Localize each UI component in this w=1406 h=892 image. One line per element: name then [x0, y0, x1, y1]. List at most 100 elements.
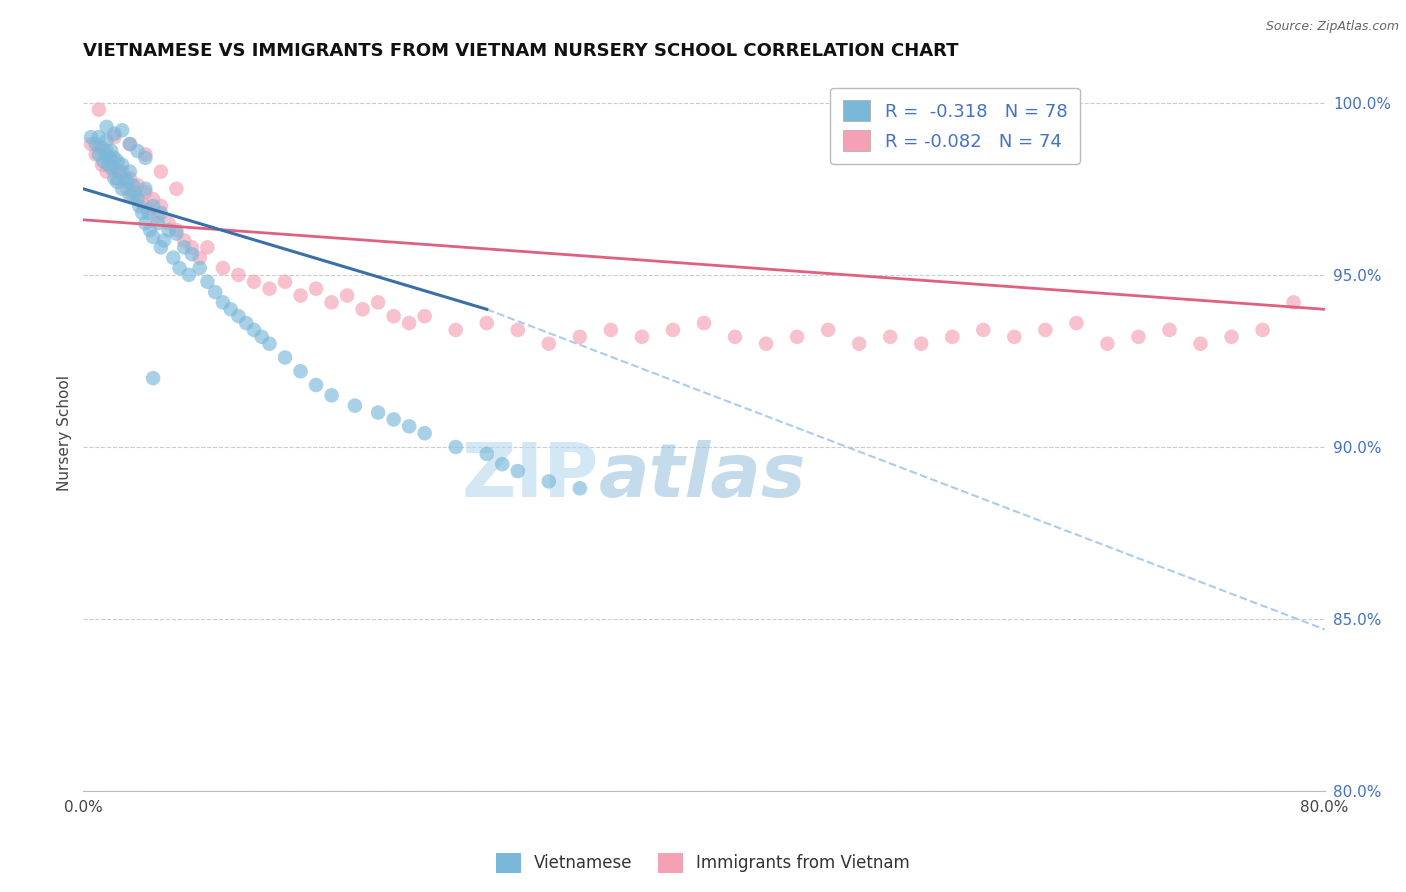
Point [157, 223, 180, 237]
Point [153, 234, 176, 248]
Point [1251, 323, 1274, 337]
Point [115, 175, 138, 189]
Point [475, 447, 498, 461]
Point [212, 260, 235, 275]
Point [134, 186, 156, 200]
Point [142, 371, 165, 385]
Point [87, 130, 110, 145]
Point [925, 103, 948, 117]
Point [274, 275, 297, 289]
Point [138, 206, 160, 220]
Point [305, 378, 328, 392]
Point [212, 295, 235, 310]
Point [1159, 323, 1181, 337]
Point [879, 330, 901, 344]
Point [972, 323, 994, 337]
Point [398, 419, 420, 434]
Point [910, 336, 932, 351]
Point [149, 206, 172, 220]
Point [786, 330, 808, 344]
Point [755, 336, 778, 351]
Point [131, 195, 153, 210]
Point [100, 154, 122, 169]
Text: atlas: atlas [599, 440, 806, 513]
Point [118, 171, 141, 186]
Point [87, 103, 110, 117]
Point [382, 309, 405, 323]
Point [111, 182, 134, 196]
Legend: R =  -0.318   N = 78, R = -0.082   N = 74: R = -0.318 N = 78, R = -0.082 N = 74 [831, 87, 1080, 164]
Point [444, 323, 467, 337]
Point [1097, 336, 1119, 351]
Point [118, 188, 141, 202]
Point [693, 316, 716, 330]
Point [321, 295, 343, 310]
Point [93, 154, 115, 169]
Point [90, 158, 112, 172]
Point [118, 136, 141, 151]
Point [662, 323, 685, 337]
Point [259, 336, 281, 351]
Point [96, 144, 118, 158]
Point [1033, 323, 1056, 337]
Point [80, 130, 103, 145]
Point [173, 240, 195, 254]
Point [96, 147, 118, 161]
Point [243, 275, 266, 289]
Point [235, 316, 257, 330]
Point [90, 140, 112, 154]
Point [724, 330, 747, 344]
Point [599, 323, 621, 337]
Point [352, 302, 374, 317]
Point [817, 323, 839, 337]
Point [506, 323, 529, 337]
Point [1002, 330, 1025, 344]
Point [506, 464, 529, 478]
Point [124, 186, 146, 200]
Point [118, 136, 141, 151]
Point [165, 223, 187, 237]
Point [228, 309, 250, 323]
Point [84, 147, 107, 161]
Point [188, 260, 211, 275]
Point [87, 140, 110, 154]
Point [1282, 295, 1305, 310]
Point [146, 216, 169, 230]
Point [165, 227, 187, 241]
Point [250, 330, 273, 344]
Point [107, 175, 129, 189]
Point [114, 171, 136, 186]
Point [103, 171, 125, 186]
Point [122, 188, 145, 202]
Point [103, 151, 125, 165]
Point [138, 202, 160, 217]
Point [127, 192, 149, 206]
Point [444, 440, 467, 454]
Point [941, 330, 963, 344]
Point [103, 127, 125, 141]
Point [343, 399, 366, 413]
Point [204, 285, 226, 299]
Point [142, 230, 165, 244]
Point [139, 223, 162, 237]
Point [165, 182, 187, 196]
Point [107, 154, 129, 169]
Point [367, 406, 389, 420]
Point [568, 330, 591, 344]
Point [98, 151, 121, 165]
Point [149, 240, 172, 254]
Point [107, 171, 129, 186]
Text: Source: ZipAtlas.com: Source: ZipAtlas.com [1265, 20, 1399, 33]
Point [87, 147, 110, 161]
Point [134, 151, 156, 165]
Point [96, 164, 118, 178]
Point [180, 247, 202, 261]
Point [631, 330, 654, 344]
Point [336, 288, 359, 302]
Point [259, 282, 281, 296]
Point [131, 206, 153, 220]
Point [290, 364, 312, 378]
Point [491, 457, 513, 471]
Point [149, 199, 172, 213]
Point [173, 234, 195, 248]
